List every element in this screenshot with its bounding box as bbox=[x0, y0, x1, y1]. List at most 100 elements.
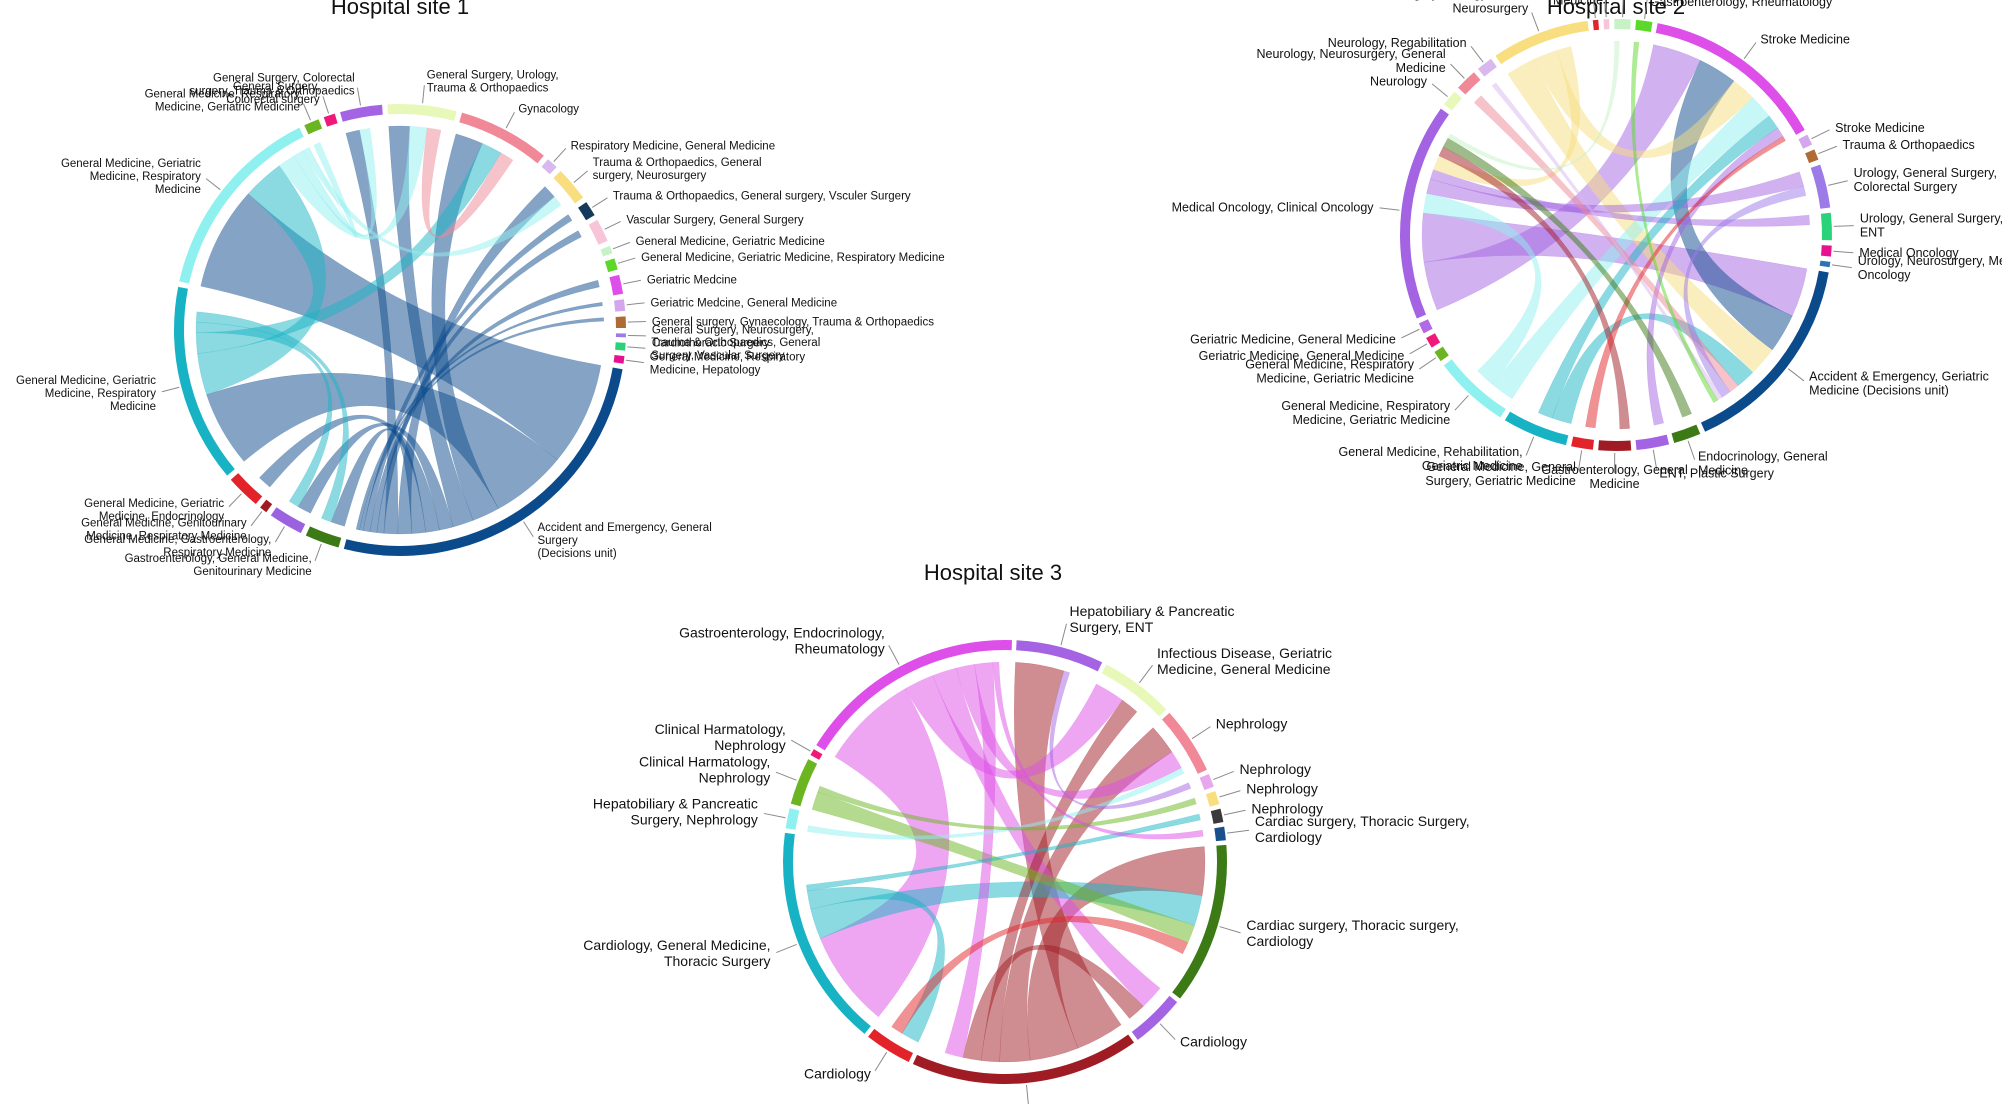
group-label-line: Genitourinary Medicine bbox=[193, 566, 311, 578]
chord-ribbon bbox=[359, 317, 605, 531]
label-leader-line bbox=[322, 96, 330, 114]
group-label-line: Respiratory Medicine bbox=[163, 547, 271, 559]
label-leader-line bbox=[1687, 440, 1696, 460]
label-leader-line bbox=[604, 220, 621, 230]
group-label-line: Urology, General Surgery, bbox=[1860, 211, 2002, 225]
group-label: Medical Oncology, Clinical Oncology bbox=[1172, 200, 1375, 214]
group-arc bbox=[305, 526, 342, 548]
group-label: Neurosurgery, Urology, General Medicine bbox=[1362, 0, 1591, 1]
group-label-line: Hepatobiliary & Pancreatic bbox=[1070, 603, 1235, 619]
label-leader-line bbox=[205, 178, 221, 191]
label-leader-line bbox=[228, 493, 242, 508]
group-label-line: Medicine bbox=[1698, 463, 1748, 477]
group-label-line: Clinical Harmatology, bbox=[655, 721, 786, 737]
group-arc bbox=[1798, 134, 1813, 149]
label-leader-line bbox=[1060, 623, 1067, 646]
group-arc bbox=[1214, 826, 1226, 842]
group-label-line: Oncology bbox=[1858, 268, 1912, 282]
chord-ribbon bbox=[293, 127, 377, 237]
group-label: Accident & Emergency, Geriatric Medicine … bbox=[1809, 369, 1989, 397]
label-leader-line bbox=[627, 320, 646, 323]
chord-ribbon bbox=[1442, 137, 1692, 418]
group-label-line: Cardiology bbox=[1031, 1102, 1098, 1104]
group-label-line: Accident & Emergency, Geriatric bbox=[1809, 369, 1989, 383]
group-label: Geriatric Medcine bbox=[647, 274, 737, 286]
group-arc bbox=[790, 759, 818, 807]
group-label: Cardiology bbox=[804, 1065, 871, 1081]
group-label: Cardiology bbox=[1180, 1033, 1247, 1049]
chord-ribbon bbox=[819, 688, 950, 1018]
group-label-line: General Medicine, Respiratory bbox=[145, 89, 301, 101]
group-label-line: Trauma & Orthopaedics, General bbox=[593, 157, 762, 169]
group-arc bbox=[613, 354, 625, 364]
group-arc bbox=[1426, 333, 1441, 348]
label-leader-line bbox=[1454, 395, 1469, 411]
group-label: Neurology, Neurosurgery, General Medicine bbox=[1256, 47, 1445, 75]
group-arc bbox=[588, 219, 608, 245]
label-leader-line bbox=[1219, 790, 1241, 798]
group-arc bbox=[1172, 844, 1227, 999]
chord-ribbon bbox=[308, 142, 358, 239]
chord-ribbon bbox=[1473, 95, 1739, 393]
group-label-line: ENT, Plastic Surgery bbox=[1659, 466, 1774, 480]
group-label-line: Thoracic Surgery bbox=[664, 953, 771, 969]
group-label-line: General Medicine, Geriatric bbox=[16, 375, 156, 387]
group-arc bbox=[1101, 664, 1167, 717]
group-label: General Medicine, Genitourinary Medicine,… bbox=[81, 517, 247, 542]
label-leader-line bbox=[505, 112, 515, 129]
group-label-line: Medicine bbox=[155, 184, 201, 196]
chord-ribbon bbox=[1537, 115, 1779, 419]
group-label-line: General Medicine, Geriatric bbox=[61, 158, 201, 170]
group-arc bbox=[1635, 19, 1653, 32]
label-leader-line bbox=[1138, 664, 1153, 684]
group-arc bbox=[1614, 19, 1631, 30]
group-label: General Medicine, Respiratory Medicine, H… bbox=[650, 352, 806, 377]
group-label: Gastroenterology, Endocrinology, Rheumato… bbox=[679, 625, 885, 657]
label-leader-line bbox=[1525, 436, 1535, 456]
group-label-line: General Medicine, Geriatric bbox=[84, 498, 224, 510]
group-arc bbox=[304, 119, 323, 135]
chord-ribbon bbox=[806, 813, 1201, 892]
group-label-line: ENT bbox=[1860, 225, 1885, 239]
label-leader-line bbox=[1409, 343, 1428, 355]
group-label: General Surgery, Urology, Trauma & Orthop… bbox=[427, 70, 559, 95]
group-label-line: Colorectal surgery bbox=[226, 94, 320, 106]
group-label-line: Medicine bbox=[1396, 61, 1446, 75]
group-label-line: General Medicine, Rehabilitation, bbox=[1339, 445, 1523, 459]
group-label-line: Gastroenterology, General bbox=[1541, 463, 1687, 477]
group-label: Cardiology, General Medicine, Thoracic Su… bbox=[583, 937, 770, 969]
group-label-line: Medicine, Geriatric Medicine bbox=[155, 102, 300, 114]
group-label: Trauma & Orthopaedics, General Surgery, V… bbox=[651, 337, 820, 362]
group-arc bbox=[1205, 791, 1220, 807]
hospital-site-1-chord: Hospital site 1 Accident and Emergency, … bbox=[16, 0, 945, 578]
group-label: General Surgery, Colorectal surgery bbox=[226, 81, 320, 106]
site-2-title: Hospital site 2 bbox=[1547, 0, 1685, 19]
label-leader-line bbox=[1818, 145, 1838, 155]
group-label-line: Colorectal Surgery bbox=[1854, 180, 1958, 194]
group-label: Gastroenterology, General Medicine bbox=[1541, 463, 1687, 491]
group-label-line: Stroke Medicine bbox=[1835, 121, 1925, 135]
group-arc bbox=[1434, 346, 1449, 362]
group-label: General Medicine, Respiratory Medicine, G… bbox=[1281, 399, 1451, 427]
group-arc bbox=[1598, 440, 1632, 452]
group-label: General Medicine, Geriatric Medicine bbox=[636, 236, 825, 248]
group-label-line: Cardiothoracic Surgery bbox=[652, 338, 770, 350]
group-label: Accident and Emergency, General Surgery (D… bbox=[537, 522, 711, 560]
ribbons bbox=[806, 661, 1206, 1063]
group-arc bbox=[1820, 245, 1832, 257]
group-label: General surgery, Gynaecology, Trauma & O… bbox=[652, 316, 934, 328]
group-arc bbox=[615, 333, 626, 338]
group-arc bbox=[868, 1028, 914, 1063]
group-arc bbox=[600, 245, 613, 257]
group-label-line: Cardiology bbox=[1246, 933, 1313, 949]
group-arc bbox=[1400, 108, 1449, 319]
group-label: General Medicine, Geriatric Medicine, Re… bbox=[641, 252, 945, 264]
group-arc bbox=[1700, 270, 1829, 432]
label-leader-line bbox=[1450, 63, 1465, 79]
group-label-line: Medicine, Respiratory Medicine bbox=[86, 530, 246, 542]
group-label-line: Surgery, Geriatric Medicine bbox=[1425, 474, 1576, 488]
group-label-line: Gastroenterology, General Medicine, bbox=[125, 553, 312, 565]
group-label: Cardiac surgery, Thoracic surgery, Cardio… bbox=[1246, 917, 1458, 949]
group-arc bbox=[323, 113, 338, 127]
group-label: Endocrinology, General Medicine bbox=[1698, 449, 1828, 477]
